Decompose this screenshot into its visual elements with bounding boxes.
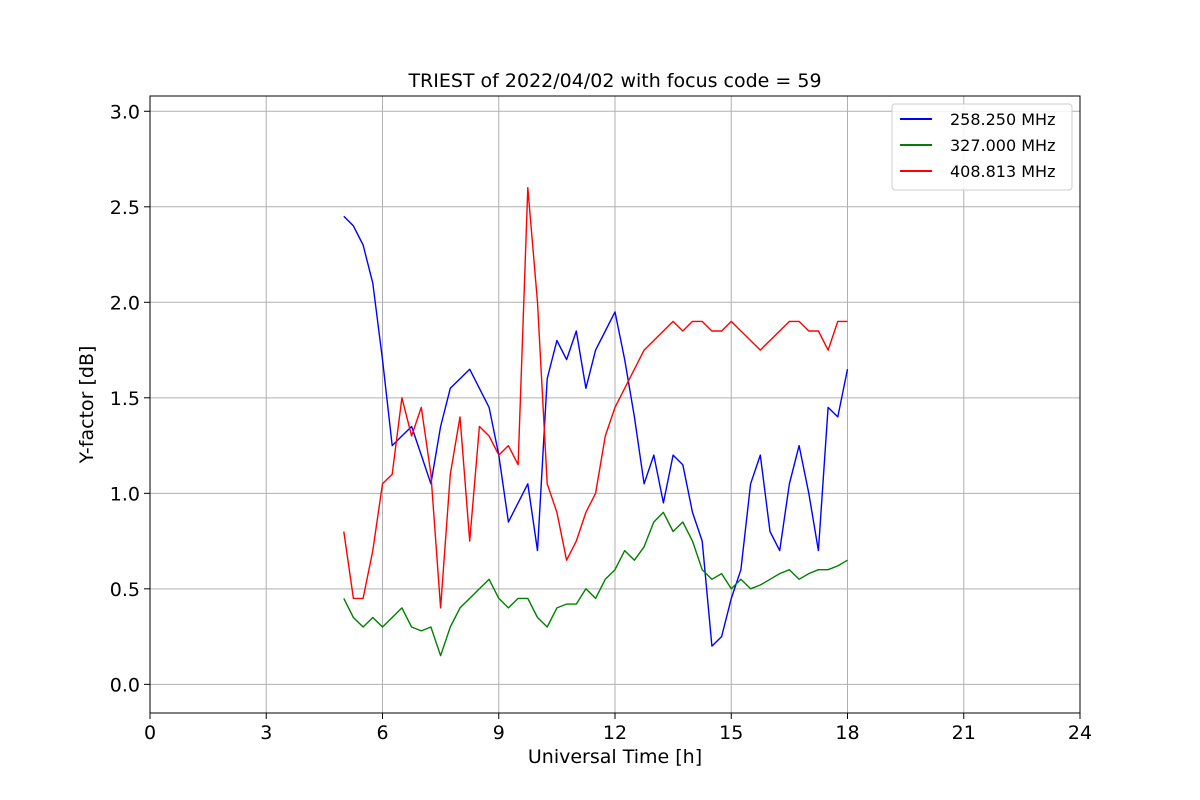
- series-line-3: [343, 186, 848, 609]
- y-tick-label: 0.0: [110, 674, 140, 696]
- y-tick-label: 2.5: [110, 197, 140, 219]
- series-group: [343, 186, 849, 657]
- y-tick-label: 1.0: [110, 483, 140, 505]
- series-line-2: [343, 511, 848, 657]
- x-tick-label: 3: [260, 722, 272, 744]
- x-tick-label: 24: [1068, 722, 1092, 744]
- y-tick-label: 3.0: [110, 101, 140, 123]
- axis-ticks: 0 3 6 9 12 15 18 21 24 0.0 0.5 1.0 1.5 2.0 2.5 3.0: [110, 101, 1092, 744]
- legend-box: [891, 103, 1073, 191]
- x-tick-label: 6: [376, 722, 388, 744]
- x-tick-label: 0: [144, 722, 156, 744]
- legend: 258.250 MHz 327.000 MHz 408.813 MHz: [891, 103, 1073, 191]
- x-tick-label: 18: [835, 722, 859, 744]
- legend-label-3: 408.813 MHz: [950, 162, 1055, 181]
- y-tick-label: 1.5: [110, 388, 140, 410]
- x-tick-label: 21: [952, 722, 976, 744]
- x-tick-label: 9: [493, 722, 505, 744]
- x-tick-label: 15: [719, 722, 743, 744]
- chart-title: TRIEST of 2022/04/02 with focus code = 5…: [407, 70, 821, 92]
- legend-label-1: 258.250 MHz: [950, 110, 1055, 129]
- legend-label-2: 327.000 MHz: [950, 136, 1055, 155]
- x-axis-label: Universal Time [h]: [528, 746, 702, 768]
- series-line-1: [343, 215, 849, 647]
- y-tick-label: 2.0: [110, 292, 140, 314]
- y-axis-label: Y-factor [dB]: [76, 346, 98, 465]
- y-tick-label: 0.5: [110, 579, 140, 601]
- x-tick-label: 12: [603, 722, 627, 744]
